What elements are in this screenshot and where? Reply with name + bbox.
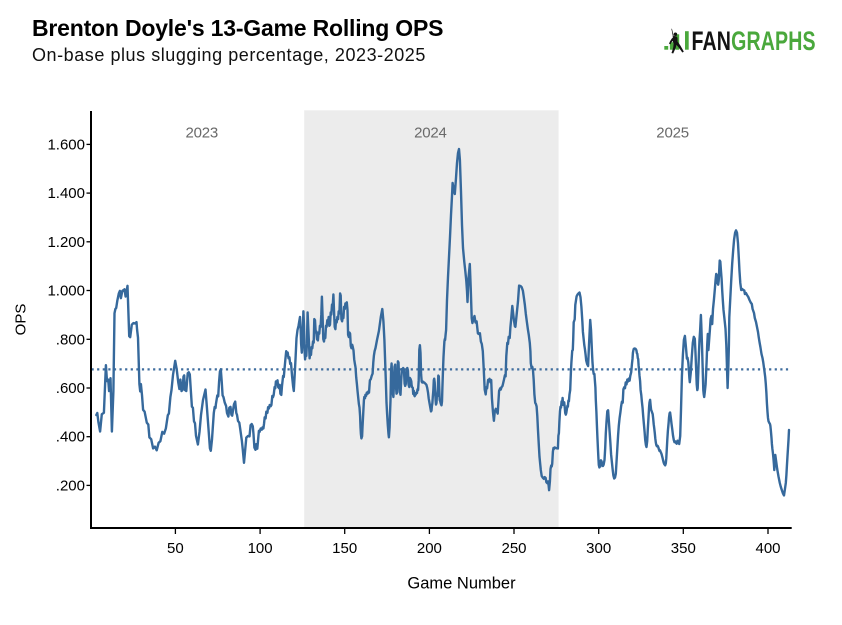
svg-text:400: 400 <box>755 540 780 557</box>
svg-text:.800: .800 <box>56 331 85 348</box>
svg-text:50: 50 <box>167 540 184 557</box>
svg-text:Game Number: Game Number <box>407 575 516 593</box>
svg-text:1.600: 1.600 <box>47 136 85 153</box>
svg-text:250: 250 <box>501 540 526 557</box>
svg-text:OPS: OPS <box>13 304 30 336</box>
svg-text:1.000: 1.000 <box>47 283 85 300</box>
svg-text:1.200: 1.200 <box>47 234 85 251</box>
svg-text:FANGRAPHS: FANGRAPHS <box>692 26 816 56</box>
svg-text:150: 150 <box>332 540 357 557</box>
svg-text:.600: .600 <box>56 380 85 397</box>
svg-text:350: 350 <box>671 540 696 557</box>
svg-text:2024: 2024 <box>414 124 447 141</box>
svg-text:200: 200 <box>417 540 442 557</box>
svg-text:2023: 2023 <box>186 124 219 141</box>
svg-text:.200: .200 <box>56 477 85 494</box>
svg-text:.400: .400 <box>56 429 85 446</box>
svg-text:1.400: 1.400 <box>47 185 85 202</box>
svg-text:300: 300 <box>586 540 611 557</box>
svg-text:2025: 2025 <box>656 124 689 141</box>
svg-text:100: 100 <box>248 540 273 557</box>
